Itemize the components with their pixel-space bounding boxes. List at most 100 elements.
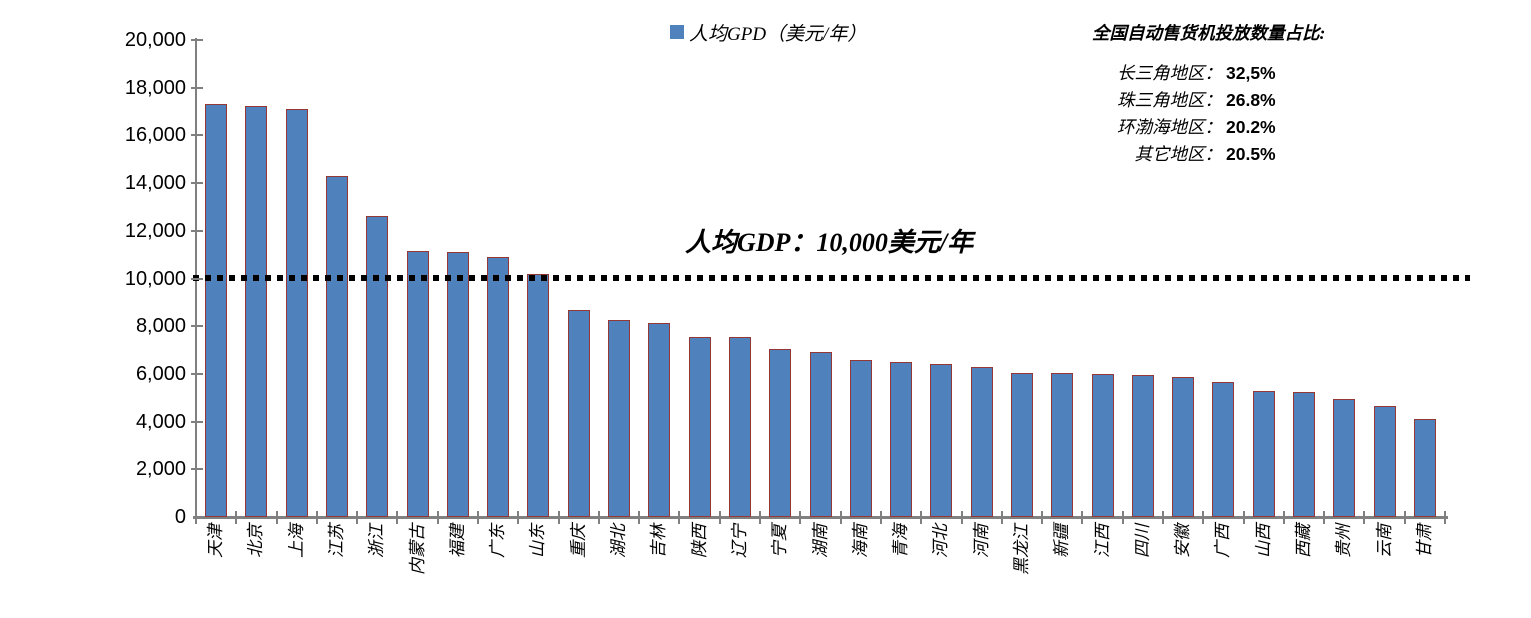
x-axis-label-江苏: 江苏	[327, 524, 347, 558]
x-tick	[1363, 511, 1366, 524]
x-axis-label-云南: 云南	[1374, 524, 1394, 558]
x-tick	[436, 511, 439, 524]
x-tick	[1121, 511, 1124, 524]
vending-machine-share-note: 全国自动售货机投放数量占比: 长三角地区： 32,5% 珠三角地区： 26.8%…	[1092, 22, 1392, 168]
x-tick	[275, 511, 278, 524]
bar-新疆	[1051, 372, 1074, 517]
note-item-value: 20.5%	[1226, 144, 1276, 164]
note-item-value: 26.8%	[1226, 90, 1276, 110]
bar-四川	[1131, 375, 1154, 517]
x-axis-label-陕西: 陕西	[689, 524, 709, 558]
bar-北京	[245, 105, 268, 517]
x-axis-line	[193, 516, 1448, 519]
bar-湖南	[809, 352, 832, 517]
y-axis-label: 10,000	[124, 267, 186, 290]
bar-宁夏	[769, 348, 792, 517]
y-axis-label: 8,000	[135, 315, 186, 338]
x-tick	[597, 511, 600, 524]
x-axis-label-黑龙江: 黑龙江	[1011, 524, 1031, 575]
note-item-label: 长三角地区：	[1117, 63, 1222, 83]
x-tick	[879, 511, 882, 524]
x-tick	[1403, 511, 1406, 524]
x-axis-label-海南: 海南	[850, 524, 870, 558]
x-tick	[1041, 511, 1044, 524]
x-tick	[839, 511, 842, 524]
bar-云南	[1373, 406, 1396, 517]
y-tick	[191, 86, 203, 89]
x-axis-label-辽宁: 辽宁	[729, 524, 749, 558]
x-tick	[517, 511, 520, 524]
x-axis-label-重庆: 重庆	[568, 524, 588, 558]
x-axis-label-北京: 北京	[246, 524, 266, 558]
y-tick	[191, 468, 203, 471]
bar-江西	[1091, 373, 1114, 517]
y-axis-label: 16,000	[124, 124, 186, 147]
legend-label: 人均GPD（美元/年）	[689, 23, 867, 45]
bar-广东	[487, 257, 510, 517]
bar-安徽	[1172, 377, 1195, 517]
x-axis-label-甘肃: 甘肃	[1414, 524, 1434, 558]
x-axis-label-宁夏: 宁夏	[770, 524, 790, 558]
bar-贵州	[1333, 398, 1356, 517]
bar-山东	[527, 273, 550, 517]
x-tick	[235, 511, 238, 524]
bar-湖北	[608, 320, 631, 517]
x-axis-label-新疆: 新疆	[1052, 524, 1072, 558]
y-axis-label: 18,000	[124, 76, 186, 99]
x-axis-label-青海: 青海	[891, 524, 911, 558]
bar-青海	[890, 361, 913, 517]
x-axis-label-广西: 广西	[1213, 524, 1233, 558]
y-tick	[191, 39, 203, 41]
y-axis-label: 0	[174, 506, 186, 528]
bar-黑龙江	[1010, 372, 1033, 517]
bar-上海	[285, 109, 308, 517]
reference-line-label: 人均GDP：10,000美元/年	[685, 228, 974, 257]
x-tick	[678, 511, 681, 524]
bar-甘肃	[1413, 419, 1436, 517]
x-tick	[477, 511, 480, 524]
x-tick	[960, 511, 963, 524]
x-tick	[1000, 511, 1003, 524]
x-tick	[1444, 511, 1446, 524]
x-tick	[1282, 511, 1285, 524]
x-tick	[799, 511, 802, 524]
x-tick	[1081, 511, 1084, 524]
bar-福建	[446, 252, 469, 517]
reference-line-10000	[193, 275, 1470, 281]
note-item-label: 其它地区：	[1134, 144, 1223, 164]
bar-海南	[849, 359, 872, 517]
bar-天津	[205, 104, 228, 517]
bar-重庆	[567, 309, 590, 517]
x-tick	[356, 511, 359, 524]
y-tick	[191, 420, 203, 423]
x-tick	[759, 511, 762, 524]
bar-浙江	[366, 216, 389, 517]
x-tick	[1242, 511, 1245, 524]
bar-吉林	[648, 322, 671, 517]
y-tick	[191, 325, 203, 328]
y-axis-label: 20,000	[124, 29, 186, 51]
bar-内蒙古	[406, 251, 429, 517]
legend-swatch-icon	[670, 25, 684, 39]
x-tick	[718, 511, 721, 524]
x-tick	[315, 511, 318, 524]
y-axis-label: 14,000	[124, 172, 186, 195]
y-tick	[191, 277, 203, 280]
x-axis-label-天津: 天津	[206, 524, 226, 558]
y-axis-label: 2,000	[135, 458, 186, 481]
x-axis-label-河南: 河南	[971, 524, 991, 558]
note-item-value: 20.2%	[1226, 117, 1276, 137]
note-item-label: 珠三角地区：	[1117, 90, 1222, 110]
x-axis-label-河北: 河北	[931, 524, 951, 558]
x-tick	[557, 511, 560, 524]
x-tick	[638, 511, 641, 524]
x-tick	[396, 511, 399, 524]
x-axis-label-江西: 江西	[1092, 524, 1112, 558]
bar-西藏	[1292, 391, 1315, 517]
x-tick	[1202, 511, 1205, 524]
x-tick	[195, 511, 197, 524]
x-axis-label-吉林: 吉林	[649, 524, 669, 558]
note-item-value: 32,5%	[1226, 63, 1276, 83]
bar-广西	[1212, 382, 1235, 517]
